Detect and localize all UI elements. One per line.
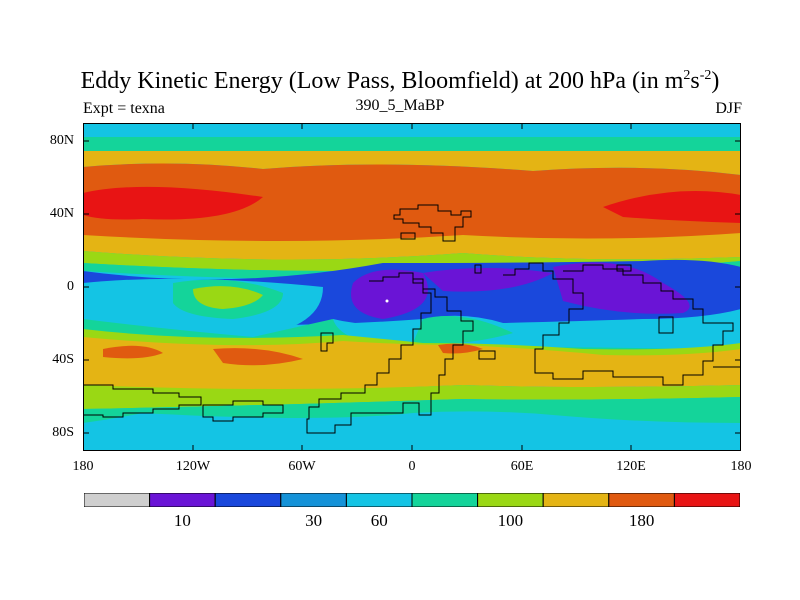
colorbar-box <box>84 493 151 507</box>
contour-map <box>83 123 741 451</box>
axis-ticks <box>83 123 741 451</box>
colorbar-box <box>345 493 413 507</box>
lat-label-40n: 40N <box>49 206 74 221</box>
lat-label-80n: 80N <box>49 133 74 148</box>
colorbar-box <box>280 493 347 507</box>
lon-label-180e: 180 <box>730 459 752 474</box>
lon-label-180w: 180 <box>72 459 94 474</box>
lon-label-120w: 120W <box>175 459 211 474</box>
colorbar <box>84 493 740 507</box>
colorbar-label: 10 <box>173 511 191 530</box>
lon-label-0: 0 <box>408 459 416 474</box>
map-title: Eddy Kinetic Energy (Low Pass, Bloomfiel… <box>80 68 720 94</box>
colorbar-label: 60 <box>370 511 388 530</box>
colorbar-box <box>149 493 216 507</box>
lon-label-60e: 60E <box>510 459 534 474</box>
colorbar-label: 180 <box>628 511 655 530</box>
colorbar-box <box>214 493 282 507</box>
colorbar-box <box>542 493 610 507</box>
colorbar-box <box>673 493 740 507</box>
lon-label-120e: 120E <box>616 459 646 474</box>
colorbar-box <box>477 493 544 507</box>
filled-contours <box>83 123 741 451</box>
lat-label-40s: 40S <box>52 352 74 367</box>
lat-label-eq: 0 <box>67 279 74 294</box>
colorbar-label: 30 <box>305 511 323 530</box>
lat-label-80s: 80S <box>52 425 74 440</box>
experiment-label: Expt = texna <box>83 100 165 117</box>
lon-label-60w: 60W <box>288 459 316 474</box>
coastline-outlines <box>83 204 741 434</box>
colorbar-box <box>411 493 479 507</box>
season-label: DJF <box>715 100 742 117</box>
colorbar-label: 100 <box>497 511 524 530</box>
colorbar-box <box>608 493 675 507</box>
run-label: 390_5_MaBP <box>355 97 445 114</box>
